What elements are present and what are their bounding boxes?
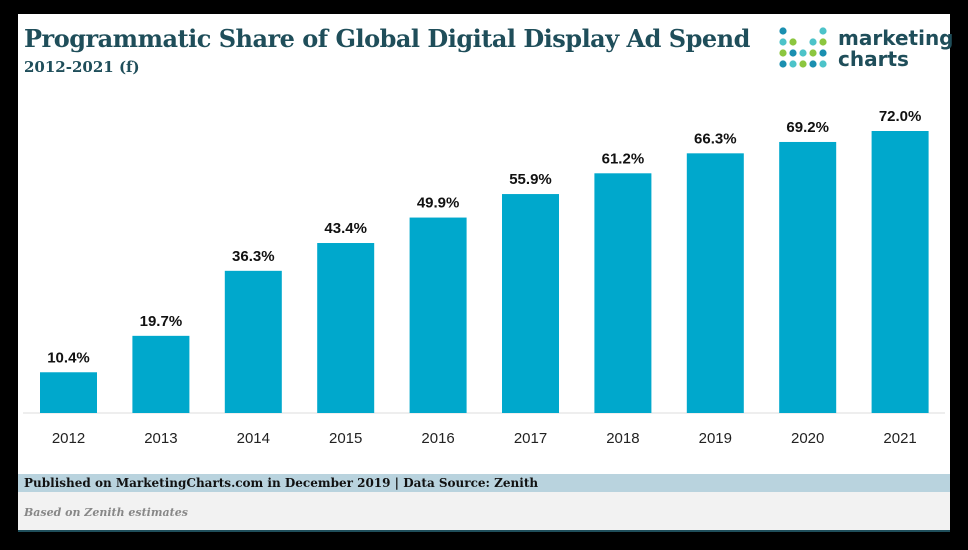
x-tick-label: 2012 <box>52 430 85 447</box>
bar-2012 <box>40 372 97 413</box>
data-label: 69.2% <box>786 119 829 136</box>
bar-2018 <box>594 173 652 413</box>
logo-dot <box>819 60 827 68</box>
bar-2013 <box>132 335 190 413</box>
chart-subtitle: 2012-2021 (f) <box>24 58 140 76</box>
bar-2015 <box>317 243 375 413</box>
logo-dot <box>819 38 827 46</box>
x-tick-label: 2021 <box>883 430 916 447</box>
logo-dot <box>819 27 827 35</box>
chart-panel: Programmatic Share of Global Digital Dis… <box>18 14 954 532</box>
logo-dot <box>789 60 797 68</box>
data-label: 36.3% <box>232 248 275 265</box>
chart-title: Programmatic Share of Global Digital Dis… <box>24 24 750 53</box>
bar-chart: 10.4% 2012 19.7% 2013 36.3% 2014 43.4% 2015 49.9… <box>23 108 945 447</box>
footer-note: Based on Zenith estimates <box>18 492 950 532</box>
data-label: 61.2% <box>602 150 645 167</box>
bar-2017 <box>502 194 559 413</box>
logo-line1: marketing <box>838 26 954 50</box>
logo-dot <box>789 38 797 46</box>
x-tick-label: 2020 <box>791 430 824 447</box>
logo-dot <box>779 27 787 35</box>
data-label: 49.9% <box>417 195 460 212</box>
data-label: 19.7% <box>140 313 183 330</box>
logo-dot <box>779 60 787 68</box>
bar-2020 <box>779 141 837 413</box>
logo-dot <box>779 38 787 46</box>
x-tick-label: 2016 <box>421 430 454 447</box>
footer-source: Published on MarketingCharts.com in Dece… <box>18 474 950 492</box>
bar-2016 <box>409 217 467 413</box>
x-tick-label: 2015 <box>329 430 362 447</box>
logo-dot <box>779 49 787 57</box>
x-tick-label: 2018 <box>606 430 639 447</box>
logo-dot <box>789 49 797 57</box>
bar-2021 <box>871 131 929 413</box>
data-label: 10.4% <box>47 349 90 366</box>
bar-2019 <box>686 153 744 413</box>
x-tick-label: 2013 <box>144 430 177 447</box>
data-label: 43.4% <box>324 220 367 237</box>
x-tick-label: 2014 <box>237 430 270 447</box>
logo-dot <box>799 60 807 68</box>
data-label: 72.0% <box>879 108 922 125</box>
data-label: 55.9% <box>509 171 552 188</box>
marketingcharts-logo: marketing charts <box>778 26 954 76</box>
bar-2014 <box>224 270 282 413</box>
x-tick-label: 2019 <box>699 430 732 447</box>
logo-line2: charts <box>838 47 909 71</box>
logo-dot <box>809 60 817 68</box>
logo-dot <box>819 49 827 57</box>
logo-dot <box>809 49 817 57</box>
logo-dot <box>809 38 817 46</box>
x-tick-label: 2017 <box>514 430 547 447</box>
logo-dots-icon <box>779 27 827 68</box>
data-label: 66.3% <box>694 130 737 147</box>
logo-dot <box>799 49 807 57</box>
